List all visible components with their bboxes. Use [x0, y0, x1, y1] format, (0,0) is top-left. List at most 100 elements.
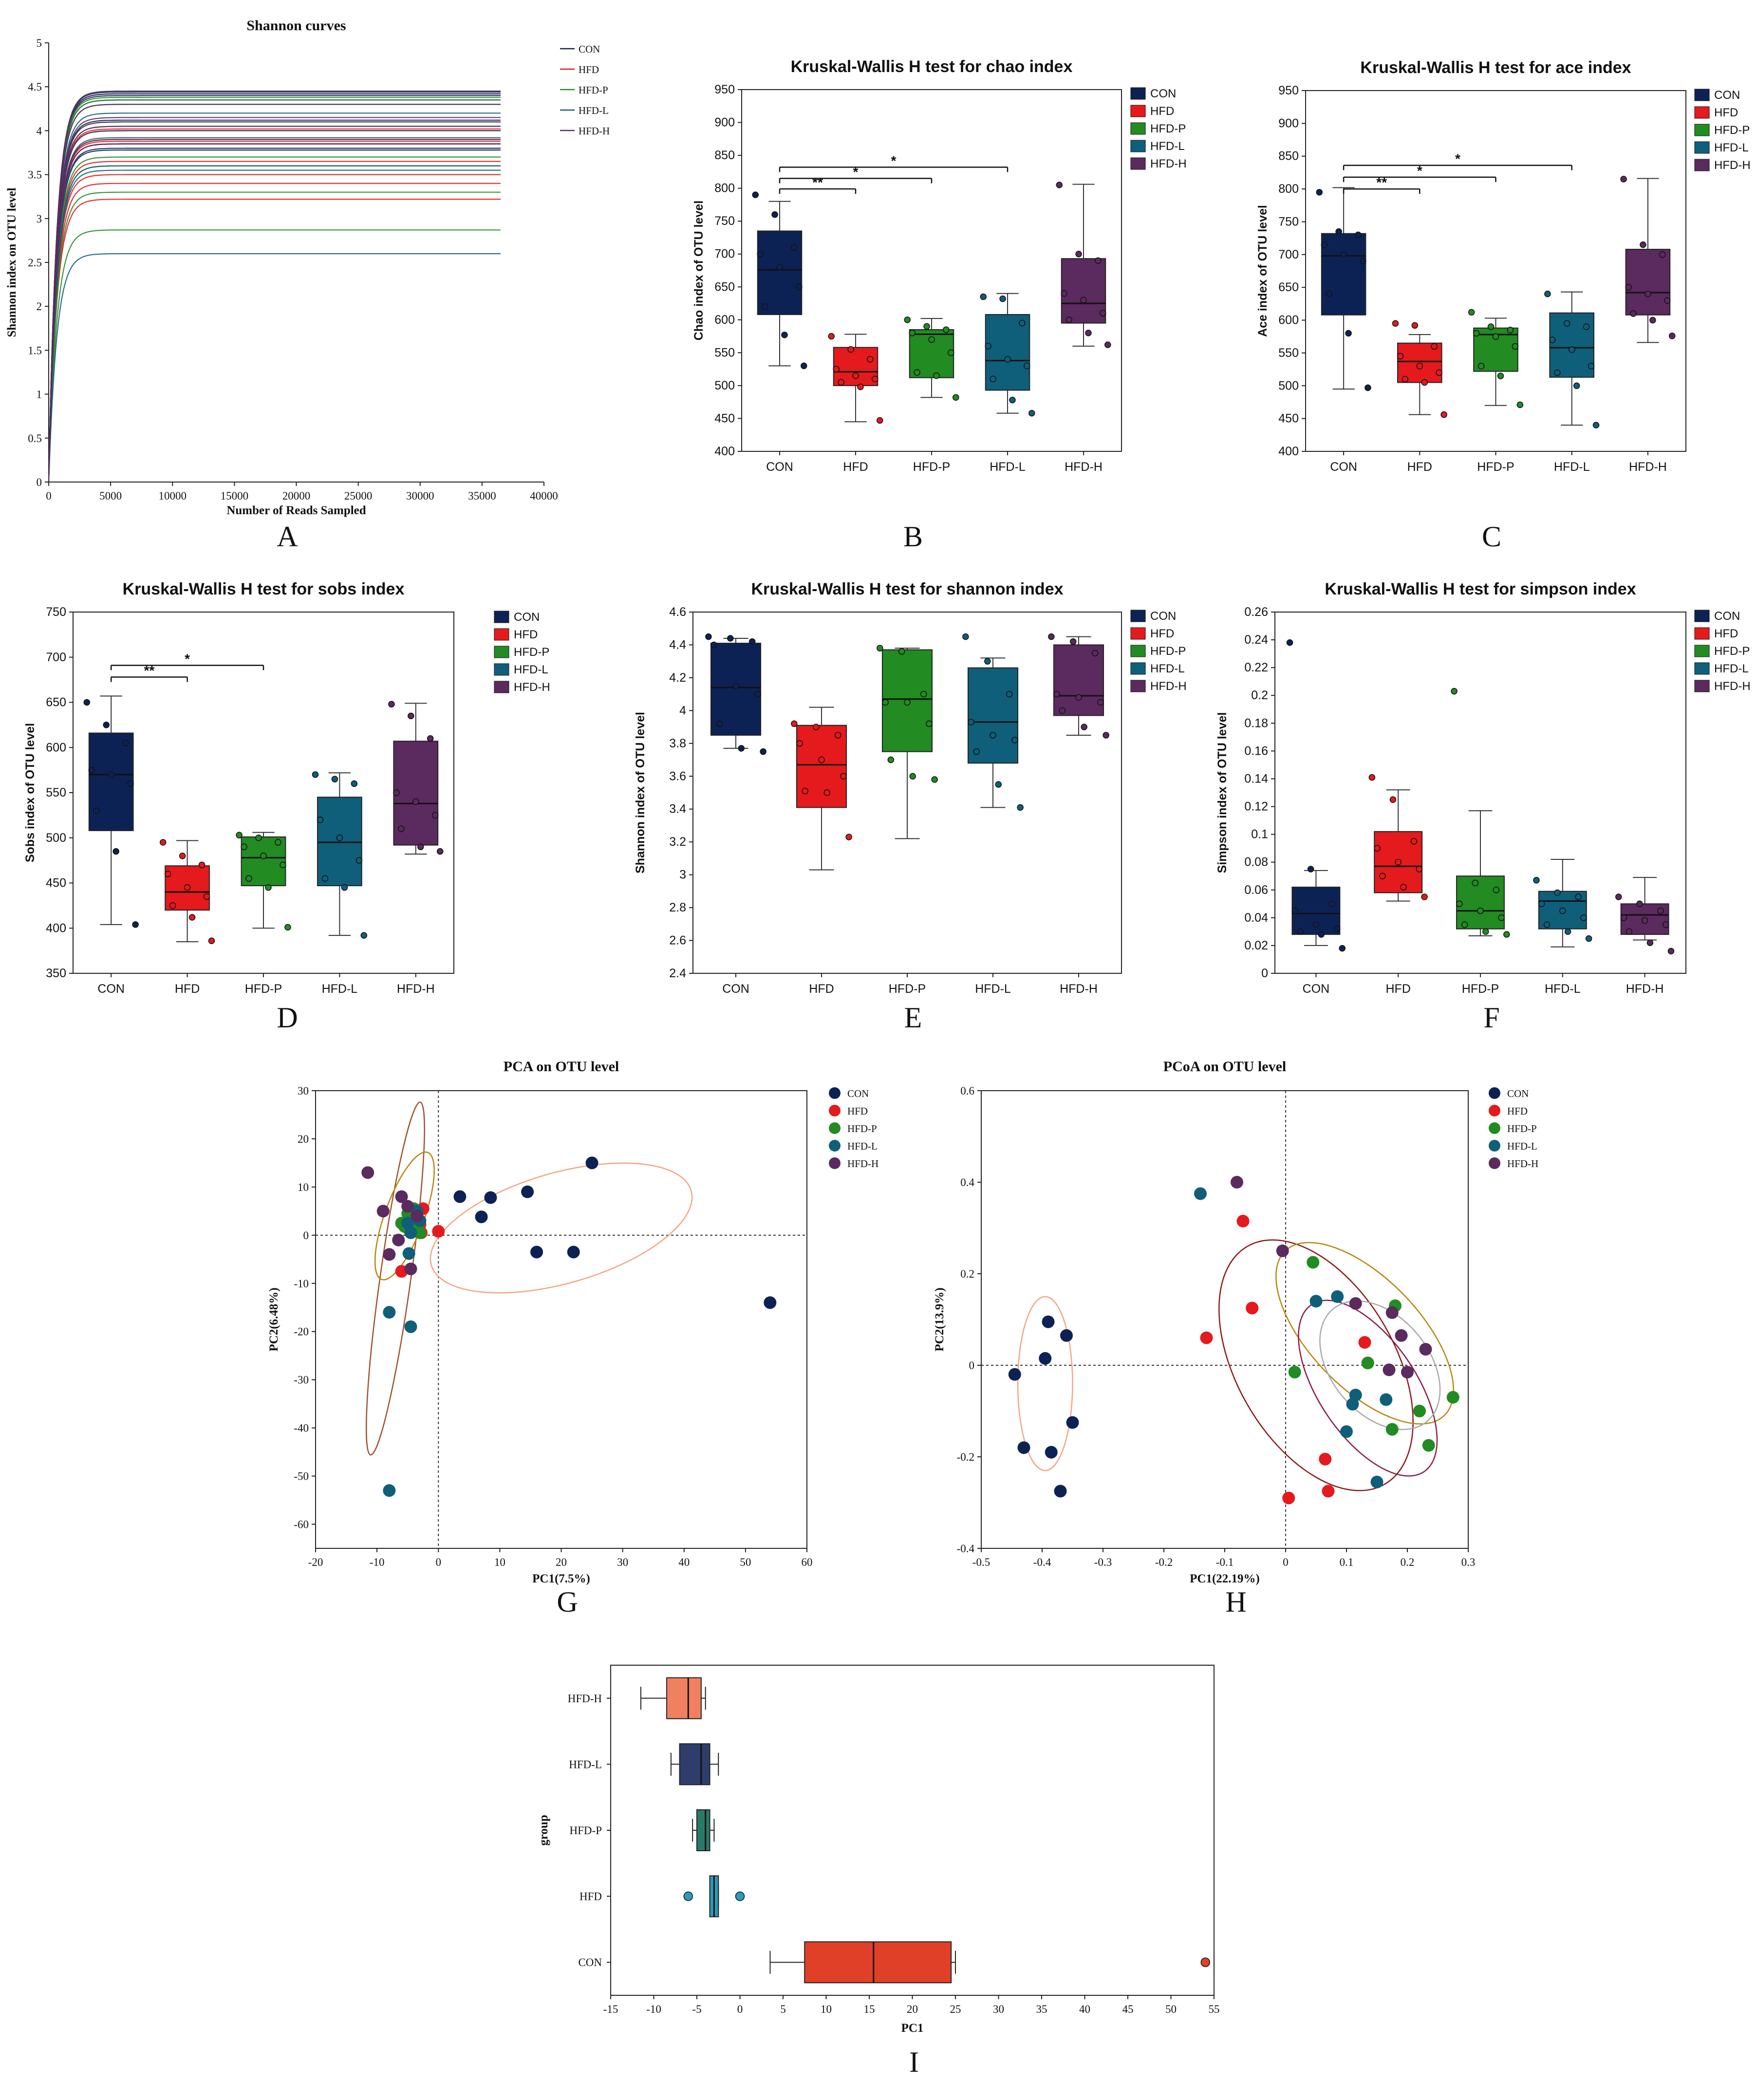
y-tick-label: 550: [46, 786, 66, 799]
data-point: [1512, 343, 1519, 350]
legend-label: HFD-H: [1714, 680, 1751, 693]
legend-label: HFD-P: [514, 646, 549, 659]
data-point: [275, 839, 281, 846]
significance-label: *: [853, 164, 859, 179]
rarefaction-curve: [48, 165, 501, 483]
y-tick-label: 0.08: [1244, 855, 1268, 869]
rarefaction-curve: [48, 148, 501, 483]
legend-label: HFD-H: [1507, 1158, 1538, 1170]
data-point: [791, 244, 798, 251]
x-tick-label: 60: [802, 1556, 813, 1568]
data-point: [411, 1209, 424, 1223]
x-tick-label: HFD: [175, 982, 200, 996]
data-point: [933, 372, 940, 379]
chart-title: Kruskal-Wallis H test for shannon index: [751, 580, 1063, 598]
data-point: [1318, 931, 1325, 938]
data-point: [1492, 333, 1499, 340]
legend-label: HFD-P: [579, 84, 608, 96]
legend-swatch: [494, 646, 509, 658]
panel-label: H: [1225, 1586, 1246, 1618]
box: [1053, 644, 1104, 716]
data-point: [1503, 931, 1510, 938]
rarefaction-curve: [48, 93, 501, 483]
data-point: [255, 835, 262, 841]
data-point: [953, 394, 959, 401]
x-tick-label: CON: [722, 982, 749, 996]
data-point: [1538, 900, 1545, 908]
data-point: [791, 720, 798, 727]
rarefaction-curve: [48, 174, 501, 483]
data-point: [417, 843, 424, 851]
legend-label: HFD-L: [1507, 1140, 1537, 1152]
rarefaction-curve: [48, 126, 501, 483]
data-point: [898, 648, 905, 655]
y-tick-label: 4: [679, 704, 686, 717]
data-point: [771, 211, 778, 218]
legend-swatch: [1130, 87, 1146, 100]
x-tick-label: 5000: [99, 490, 122, 502]
data-point: [801, 362, 807, 370]
y-tick-label: -20: [294, 1326, 309, 1338]
box: [1456, 875, 1505, 929]
data-point: [1544, 290, 1551, 297]
data-point: [108, 771, 114, 778]
y-tick-label: 800: [714, 182, 735, 195]
y-tick-label: 30: [298, 1085, 309, 1097]
rarefaction-curve: [48, 139, 501, 483]
rarefaction-curve: [48, 156, 501, 483]
y-tick-label: -10: [294, 1278, 309, 1290]
x-tick-label: CON: [1330, 460, 1357, 474]
x-tick-label: HFD-L: [322, 982, 358, 996]
data-point: [1309, 1295, 1323, 1308]
data-point: [431, 812, 439, 819]
y-tick-label: 550: [1278, 346, 1299, 360]
x-tick-label: 30: [993, 2003, 1004, 2015]
data-point: [1401, 1366, 1414, 1379]
data-point: [1568, 346, 1575, 353]
data-point: [1626, 928, 1633, 935]
legend-label: HFD-H: [1150, 680, 1187, 693]
y-axis-label: Sobs index of OTU level: [23, 723, 37, 862]
data-point: [1288, 1366, 1301, 1379]
y-tick-label: 0.04: [1244, 911, 1268, 925]
data-point: [887, 756, 895, 763]
x-tick-label: HFD-P: [1462, 982, 1499, 996]
data-point: [1042, 1315, 1055, 1328]
data-point: [203, 893, 210, 900]
data-point: [1636, 900, 1643, 908]
y-tick-label: 650: [1278, 280, 1299, 294]
data-point: [877, 417, 883, 424]
y-axis-label: Shannon index on OTU level: [5, 187, 19, 337]
x-tick-label: -5: [692, 2003, 701, 2015]
data-point: [404, 1263, 417, 1276]
y-tick-label: 2.5: [28, 257, 42, 269]
y-axis-label: PC2(6.48%): [267, 1287, 280, 1351]
x-tick-label: -0.4: [1033, 1556, 1051, 1568]
rarefaction-curve: [48, 161, 501, 483]
data-point: [236, 832, 243, 838]
legend-label: HFD-L: [847, 1140, 878, 1152]
y-tick-label: 20: [298, 1133, 309, 1145]
data-point: [1017, 804, 1024, 811]
data-point: [732, 683, 739, 689]
data-point: [1328, 900, 1335, 908]
data-point: [1081, 724, 1087, 730]
data-point: [1380, 1393, 1393, 1406]
data-point: [1370, 1475, 1383, 1488]
x-tick-label: 0: [1283, 1556, 1289, 1568]
rarefaction-curve: [48, 148, 501, 483]
data-point: [738, 745, 745, 752]
box: [757, 230, 803, 316]
outlier-point: [735, 1891, 745, 1901]
y-tick-label: 0.1: [1251, 828, 1268, 841]
x-tick-label: HFD-H: [1629, 460, 1667, 474]
rarefaction-curve: [48, 191, 501, 483]
data-point: [1048, 633, 1055, 640]
x-tick-label: HFD-P: [245, 982, 282, 996]
y-tick-label: HFD: [579, 1891, 602, 1903]
data-point: [1646, 939, 1654, 946]
rarefaction-curve: [48, 96, 501, 483]
data-point: [475, 1210, 488, 1224]
data-point: [926, 720, 933, 727]
x-tick-label: -0.1: [1216, 1556, 1234, 1568]
